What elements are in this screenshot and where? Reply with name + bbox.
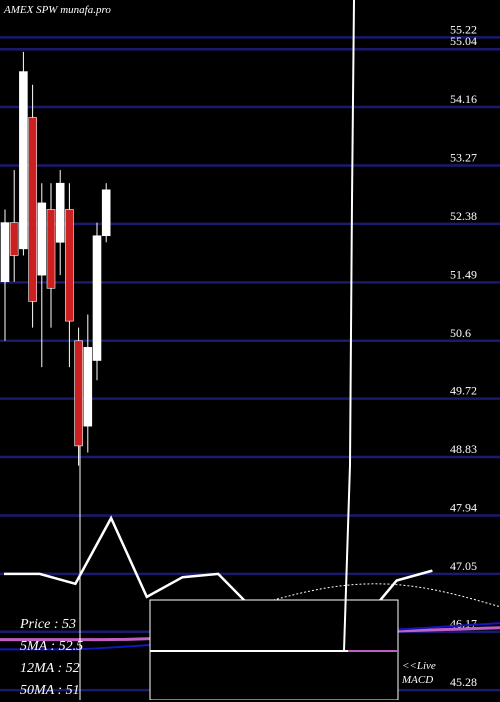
legend-50ma: 50MA : 51 <box>20 683 80 698</box>
y-tick-label: 55.04 <box>450 34 477 48</box>
legend-12ma: 12MA : 52 <box>20 661 80 676</box>
candle-body <box>65 209 74 322</box>
macd-spike-line <box>343 0 355 652</box>
candle-body <box>37 202 47 276</box>
legend: Price : 53 5MA : 52.5 12MA : 52 50MA : 5… <box>20 614 83 702</box>
legend-price: Price : 53 <box>20 617 76 632</box>
y-tick-label: 47.94 <box>450 500 477 514</box>
chart-title: AMEX SPW munafa.pro <box>4 4 111 16</box>
y-tick-label: 52.38 <box>450 209 477 223</box>
legend-5ma: 5MA : 52.5 <box>20 639 84 654</box>
y-tick-label: 48.83 <box>450 442 477 456</box>
candle-body <box>46 209 56 289</box>
macd-panel <box>79 0 399 700</box>
candles <box>0 51 111 466</box>
candle-body <box>55 182 65 243</box>
candle-body <box>28 117 37 302</box>
y-tick-label: 49.72 <box>450 384 477 398</box>
candle-body <box>101 189 111 237</box>
macd-title: MACD <box>402 674 434 686</box>
macd-label: <<Live MACD <box>402 659 436 687</box>
macd-live-label: <<Live <box>402 660 436 672</box>
candle-body <box>19 71 28 250</box>
y-tick-label: 45.28 <box>450 675 477 689</box>
candle-body <box>0 222 10 283</box>
candle-body <box>9 222 19 256</box>
y-tick-label: 50.6 <box>450 326 471 340</box>
y-tick-label: 54.16 <box>450 92 477 106</box>
candle-body <box>74 340 83 447</box>
candle-body <box>83 347 93 427</box>
y-tick-label: 55.22 <box>450 22 477 36</box>
candle-body <box>92 235 102 361</box>
y-tick-label: 51.49 <box>450 267 477 281</box>
y-tick-label: 47.05 <box>450 559 477 573</box>
y-tick-label: 53.27 <box>450 150 477 164</box>
